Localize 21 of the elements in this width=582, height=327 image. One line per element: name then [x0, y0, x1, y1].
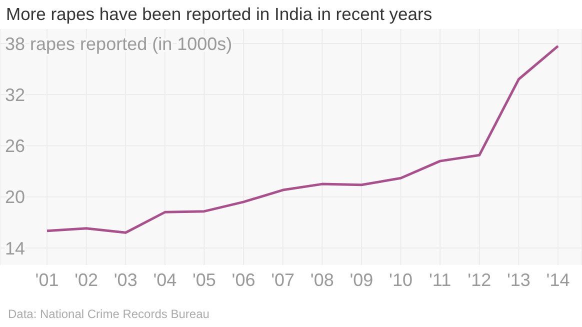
y-tick-label: 14 — [5, 238, 26, 258]
x-tick-label: '06 — [232, 270, 256, 290]
y-tick-label: 32 — [5, 84, 26, 105]
x-tick-label: '03 — [114, 270, 138, 290]
y-tick-label: 20 — [5, 187, 26, 208]
x-tick-label: '01 — [35, 270, 59, 290]
x-tick-label: '05 — [192, 270, 216, 290]
x-tick-label: '14 — [546, 270, 570, 290]
x-tick-label: '08 — [310, 270, 334, 290]
y-tick-label: 38 rapes reported (in 1000s) — [5, 34, 232, 54]
text: Data: National Crime Records Bureau — [8, 307, 210, 321]
x-tick-label: '11 — [429, 270, 452, 290]
x-tick-label: '04 — [153, 270, 177, 290]
y-tick-label: 26 — [5, 136, 26, 156]
x-tick-label: '13 — [506, 270, 530, 290]
x-tick-label: '07 — [271, 270, 295, 290]
x-tick-label: '12 — [468, 270, 492, 290]
chart-title: More rapes have been reported in India in recent years — [6, 4, 432, 25]
x-tick-label: '09 — [350, 270, 374, 290]
x-tick-label: '02 — [74, 270, 98, 290]
x-tick-label: '10 — [389, 270, 413, 290]
